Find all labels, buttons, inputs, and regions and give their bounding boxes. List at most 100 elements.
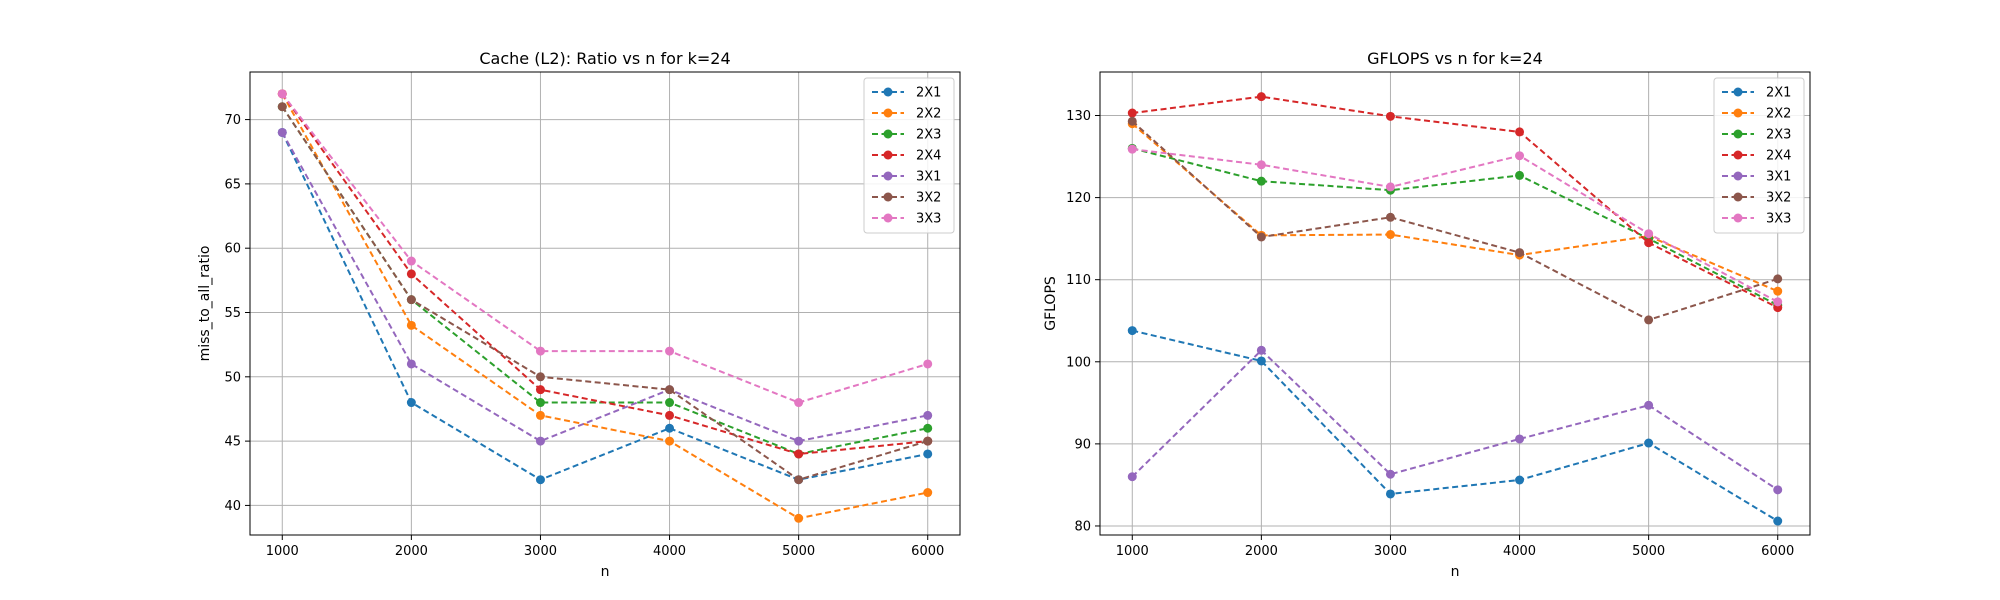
ratio-chart-series-line-2x4	[281, 93, 928, 455]
gflops-chart-x-axis-label: n	[1451, 564, 1460, 580]
gflops-chart-series-2x1	[1127, 326, 1783, 526]
gflops-chart-data-point-2x3	[1515, 170, 1525, 180]
gflops-chart-legend-label: 2X2	[1766, 107, 1791, 122]
gflops-chart-data-point-2x2	[1385, 230, 1395, 240]
gflops-chart-data-point-2x4	[1385, 111, 1395, 121]
gflops-chart-x-tick-label: 2000	[1245, 544, 1278, 559]
gflops-chart-data-point-2x1	[1385, 489, 1395, 499]
ratio-chart-x-tick-label: 4000	[653, 544, 686, 559]
gflops-chart-data-point-3x1	[1127, 472, 1137, 482]
gflops-chart-plot-frame	[1099, 71, 1811, 536]
gflops-chart-data-point-3x1	[1385, 469, 1395, 479]
ratio-chart-series-3x3	[277, 89, 933, 408]
gflops-chart-data-point-3x3	[1515, 151, 1525, 161]
ratio-chart-data-point-3x3	[794, 398, 804, 408]
gflops-chart-data-point-3x2	[1385, 212, 1395, 222]
ratio-chart-x-axis-label: n	[601, 564, 610, 580]
ratio-chart-legend-swatch-marker	[883, 87, 893, 97]
gflops-chart-x-tick-label: 6000	[1761, 544, 1794, 559]
gflops-chart-data-point-3x2	[1127, 116, 1137, 126]
gflops-chart-legend-swatch-marker	[1733, 150, 1743, 160]
ratio-chart-data-point-3x3	[535, 346, 545, 356]
gflops-chart-data-point-2x4	[1256, 92, 1266, 102]
gflops-chart-series-line-2x2	[1131, 122, 1779, 293]
gflops-chart-grid	[1100, 72, 1810, 535]
gflops-chart-data-point-3x3	[1127, 144, 1137, 154]
gflops-chart-legend-label: 3X2	[1766, 191, 1791, 206]
ratio-chart-legend-entry-2x2: 2X2	[872, 107, 941, 122]
gflops-chart-legend-label: 2X3	[1766, 128, 1791, 143]
gflops-chart-series-line-3x3	[1132, 148, 1779, 303]
gflops-chart-series-3x1	[1127, 345, 1783, 495]
ratio-chart-data-point-2x4	[665, 410, 675, 420]
gflops-chart-y-tick-label: 120	[1066, 191, 1091, 206]
gflops-chart-y-tick-label: 100	[1066, 355, 1091, 370]
ratio-chart-y-tick-label: 45	[224, 435, 241, 450]
gflops-chart-legend-swatch-marker	[1733, 108, 1743, 118]
gflops-chart-data-point-3x3	[1385, 182, 1395, 192]
gflops-chart-y-tick-label: 80	[1074, 519, 1091, 534]
ratio-chart-legend-label: 2X1	[916, 86, 941, 101]
gflops-chart-x-tick-label: 5000	[1632, 544, 1665, 559]
ratio-chart-data-point-3x2	[277, 102, 287, 112]
ratio-chart-title: Cache (L2): Ratio vs n for k=24	[479, 49, 730, 68]
gflops-chart-data-point-2x1	[1515, 475, 1525, 485]
ratio-chart-x-tick-label: 2000	[395, 544, 428, 559]
gflops-chart-y-axis-label: GFLOPS	[1043, 276, 1059, 331]
ratio-chart-legend-swatch-marker	[883, 108, 893, 118]
gflops-chart-legend: 2X1 2X2 2X3 2X4 3X1 3X2 3X3	[1713, 77, 1805, 234]
ratio-chart-data-point-3x2	[406, 295, 416, 305]
gflops-chart-legend-label: 3X1	[1766, 170, 1791, 185]
gflops-chart-data-point-2x4	[1127, 108, 1137, 118]
gflops-chart-data-point-3x1	[1773, 485, 1783, 495]
ratio-chart-data-point-2x1	[665, 423, 675, 433]
ratio-chart-series-line-2x1	[281, 132, 928, 481]
gflops-chart-data-point-3x3	[1644, 229, 1654, 239]
ratio-chart-legend-entry-2x1: 2X1	[872, 86, 941, 101]
gflops-chart-data-point-2x4	[1515, 127, 1525, 137]
gflops-chart-ticks: 1000 2000 3000 4000 5000 6000 80 90 100 110 120 130	[1066, 109, 1794, 559]
ratio-chart-series-line-3x1	[281, 131, 928, 443]
gflops-chart-data-point-3x2	[1515, 248, 1525, 258]
gflops-chart-data-point-3x3	[1256, 160, 1266, 170]
gflops-chart-legend-swatch-marker	[1733, 129, 1743, 139]
gflops-chart-series-3x2	[1127, 116, 1783, 325]
ratio-chart-series-line-3x3	[281, 93, 929, 404]
ratio-chart-legend-swatch-marker	[883, 129, 893, 139]
ratio-chart-series-3x2	[277, 102, 933, 485]
ratio-chart-y-tick-label: 70	[224, 113, 241, 128]
ratio-chart-legend-label: 2X4	[916, 149, 941, 164]
gflops-chart-data-point-2x2	[1773, 286, 1783, 296]
gflops-chart-data-point-3x1	[1256, 345, 1266, 355]
ratio-chart-data-point-3x2	[794, 475, 804, 485]
gflops-chart-data-point-3x2	[1644, 315, 1654, 325]
gflops-chart-series-line-2x3	[1132, 147, 1779, 307]
gflops-chart-data-point-2x1	[1256, 356, 1266, 366]
ratio-chart-data-point-2x1	[923, 449, 933, 459]
gflops-chart-series	[1127, 92, 1783, 526]
ratio-chart-y-tick-label: 50	[224, 370, 241, 385]
ratio-chart-data-point-2x2	[794, 513, 804, 523]
gflops-chart-data-point-3x3	[1773, 297, 1783, 307]
gflops-chart-legend-label: 2X1	[1766, 86, 1791, 101]
ratio-chart-legend-label: 3X2	[916, 191, 941, 206]
ratio-chart-data-point-2x4	[535, 385, 545, 395]
ratio-chart-data-point-3x1	[535, 436, 545, 446]
gflops-chart-series-2x4	[1127, 92, 1783, 313]
ratio-chart-series-line-3x2	[281, 106, 929, 481]
ratio-chart-data-point-2x2	[923, 488, 933, 498]
ratio-chart-data-point-2x1	[406, 398, 416, 408]
ratio-chart-legend-entry-3x3: 3X3	[872, 212, 941, 227]
ratio-chart-legend-entry-3x1: 3X1	[872, 170, 941, 185]
gflops-chart-data-point-3x2	[1773, 274, 1783, 284]
ratio-chart-data-point-3x1	[277, 127, 287, 137]
gflops-chart-legend-swatch-marker	[1733, 87, 1743, 97]
ratio-chart-data-point-2x3	[535, 398, 545, 408]
gflops-chart-y-tick-label: 130	[1066, 109, 1091, 124]
ratio-chart-legend-label: 3X1	[916, 170, 941, 185]
gflops-chart-title: GFLOPS vs n for k=24	[1367, 49, 1543, 68]
gflops-chart-legend-label: 2X4	[1766, 149, 1791, 164]
ratio-chart-y-tick-label: 60	[224, 242, 241, 257]
gflops-chart-legend-entry-2x2: 2X2	[1722, 107, 1791, 122]
